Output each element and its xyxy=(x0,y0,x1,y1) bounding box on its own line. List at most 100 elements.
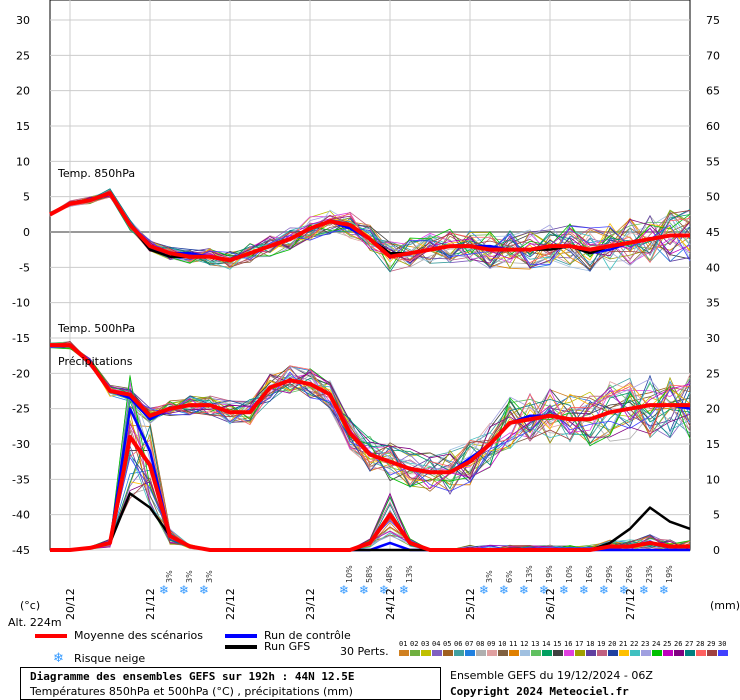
right-tick-label: 40 xyxy=(706,261,720,274)
right-unit: (mm) xyxy=(710,599,740,612)
left-tick-label: 15 xyxy=(16,120,30,133)
legend-mean-label: Moyenne des scénarios xyxy=(74,629,203,642)
pert-number: 18 xyxy=(586,640,595,648)
pert-color-swatch xyxy=(630,650,640,656)
pert-color-swatch xyxy=(553,650,563,656)
snowflake-icon: ❄ xyxy=(599,583,609,597)
pert-number: 11 xyxy=(509,640,518,648)
member-line-t500 xyxy=(49,346,691,492)
snowflake-icon: ❄ xyxy=(539,583,549,597)
snow-risk-label: 13% xyxy=(405,565,414,583)
legend-control-label: Run de contrôle xyxy=(264,629,351,642)
snow-risk-label: 3% xyxy=(165,570,174,583)
right-tick-label: 5 xyxy=(713,509,720,522)
member-line-t500 xyxy=(49,342,691,486)
left-tick-label: -35 xyxy=(12,473,30,486)
left-tick-label: 25 xyxy=(16,49,30,62)
pert-color-swatch xyxy=(586,650,596,656)
right-tick-label: 65 xyxy=(706,85,720,98)
pert-color-swatch xyxy=(465,650,475,656)
pert-color-swatch xyxy=(564,650,574,656)
snow-risk-label: 10% xyxy=(345,565,354,583)
pert-number: 24 xyxy=(652,640,661,648)
snowflake-icon: ❄ xyxy=(659,583,669,597)
footer-copyright: Copyright 2024 Meteociel.fr xyxy=(450,685,629,698)
left-tick-label: -45 xyxy=(12,544,30,557)
member-line-t850 xyxy=(49,196,691,271)
snowflake-icon: ❄ xyxy=(479,583,489,597)
snow-risk-label: 26% xyxy=(625,565,634,583)
member-line-t850 xyxy=(49,193,691,265)
pert-number: 10 xyxy=(498,640,507,648)
pert-color-swatch xyxy=(597,650,607,656)
pert-number: 06 xyxy=(454,640,463,648)
snow-risk-label: 16% xyxy=(585,565,594,583)
snowflake-icon: ❄ xyxy=(179,583,189,597)
right-tick-label: 75 xyxy=(706,14,720,27)
footer-title: Diagramme des ensembles GEFS sur 192h : … xyxy=(30,670,355,683)
pert-color-swatch xyxy=(432,650,442,656)
legend-mean-swatch xyxy=(35,634,67,638)
pert-color-swatch xyxy=(619,650,629,656)
pert-number: 14 xyxy=(542,640,551,648)
pert-number: 13 xyxy=(531,640,540,648)
pert-number: 26 xyxy=(674,640,683,648)
pert-number: 08 xyxy=(476,640,485,648)
snowflake-icon: ❄ xyxy=(499,583,509,597)
snow-risk-label: 58% xyxy=(365,565,374,583)
panel-label-t850: Temp. 850hPa xyxy=(57,167,135,180)
left-tick-label: -20 xyxy=(12,367,30,380)
snow-risk-label: 29% xyxy=(605,565,614,583)
pert-color-swatch xyxy=(399,650,409,656)
footer-run: Ensemble GEFS du 19/12/2024 - 06Z xyxy=(450,669,653,682)
right-tick-label: 70 xyxy=(706,49,720,62)
left-tick-label: 20 xyxy=(16,85,30,98)
date-label: 23/12 xyxy=(304,588,317,620)
pert-color-swatch xyxy=(476,650,486,656)
pert-number: 17 xyxy=(575,640,584,648)
legend-gfs-swatch xyxy=(225,645,257,649)
left-unit: (°c) xyxy=(20,599,40,612)
pert-color-swatch xyxy=(685,650,695,656)
pert-number: 03 xyxy=(421,640,430,648)
pert-color-swatch xyxy=(674,650,684,656)
left-tick-label: -40 xyxy=(12,509,30,522)
pert-color-swatch xyxy=(652,650,662,656)
snowflake-icon: ❄ xyxy=(199,583,209,597)
pert-number: 02 xyxy=(410,640,419,648)
pert-color-swatch xyxy=(696,650,706,656)
pert-number: 09 xyxy=(487,640,496,648)
series-mean-t850 xyxy=(49,191,690,263)
pert-number: 22 xyxy=(630,640,639,648)
pert-color-swatch xyxy=(542,650,552,656)
snowflake-icon: ❄ xyxy=(339,583,349,597)
pert-number: 20 xyxy=(608,640,617,648)
pert-color-swatch xyxy=(663,650,673,656)
right-tick-label: 60 xyxy=(706,120,720,133)
left-tick-label: 30 xyxy=(16,14,30,27)
snow-risk-label: 10% xyxy=(565,565,574,583)
right-tick-label: 0 xyxy=(713,544,720,557)
right-tick-label: 20 xyxy=(706,403,720,416)
pert-color-swatch xyxy=(707,650,717,656)
snowflake-icon: ❄ xyxy=(519,583,529,597)
pert-number: 29 xyxy=(707,640,716,648)
pert-number: 16 xyxy=(564,640,573,648)
date-label: 20/12 xyxy=(64,588,77,620)
pert-color-swatch xyxy=(443,650,453,656)
member-line-t850 xyxy=(49,195,691,269)
pert-color-swatch xyxy=(641,650,651,656)
member-line-t500 xyxy=(49,344,691,472)
left-tick-label: 5 xyxy=(23,191,30,204)
pert-number: 27 xyxy=(685,640,694,648)
member-line-t500 xyxy=(49,344,691,476)
snowflake-icon: ❄ xyxy=(159,583,169,597)
pert-number: 19 xyxy=(597,640,606,648)
legend-perts-label: 30 Perts. xyxy=(340,645,389,658)
altitude-label: Alt. 224m xyxy=(8,616,62,629)
snow-risk-label: 48% xyxy=(385,565,394,583)
pert-color-swatch xyxy=(410,650,420,656)
pert-number: 21 xyxy=(619,640,628,648)
snow-risk-label: 19% xyxy=(665,565,674,583)
pert-color-swatch xyxy=(421,650,431,656)
